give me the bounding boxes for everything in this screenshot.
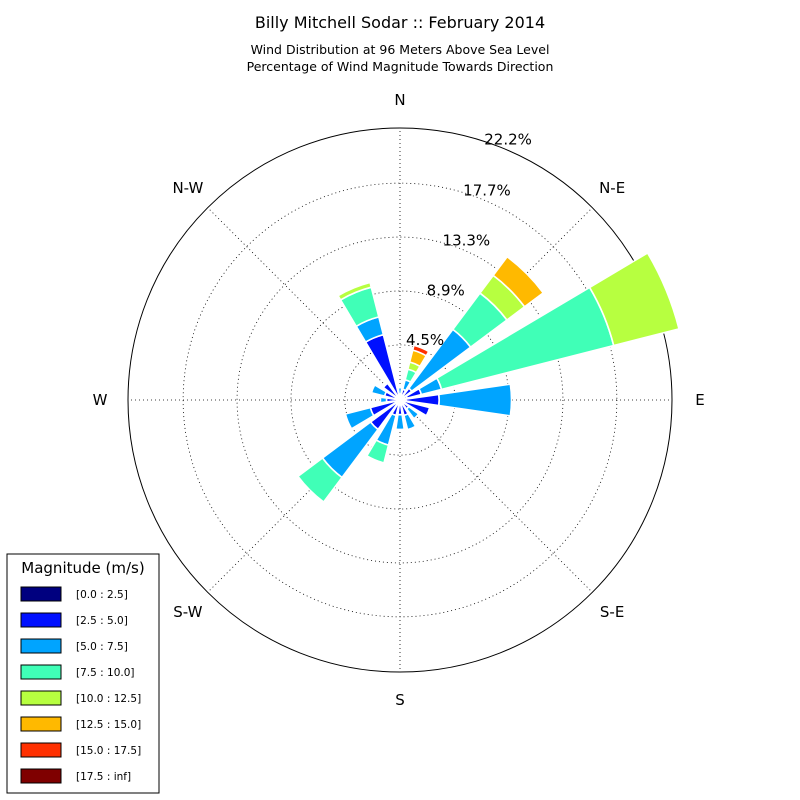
- wind-bar: [405, 405, 420, 420]
- legend-swatch: [20, 768, 62, 784]
- legend: Magnitude (m/s) [0.0 : 2.5] [2.5 : 5.0] [5…: [6, 553, 160, 794]
- chart-title: Billy Mitchell Sodar :: February 2014: [255, 13, 545, 32]
- legend-swatch: [20, 690, 62, 706]
- chart-subtitle-line-1: Wind Distribution at 96 Meters Above Sea…: [251, 42, 550, 57]
- radial-tick-label: 17.7%: [463, 182, 511, 200]
- wind-bar: [402, 412, 417, 431]
- legend-title: Magnitude (m/s): [21, 559, 144, 577]
- wind-bar: [379, 396, 388, 404]
- radial-tick-label: 8.9%: [427, 281, 465, 299]
- radial-tick-label: 22.2%: [484, 131, 532, 149]
- polar-labels: N N-E E S-E S S-W W N-W 4.5% 8.9% 13.3% 17.7% 22.2%: [93, 91, 705, 709]
- wind-bar: [403, 400, 431, 417]
- grid-circle: [236, 236, 564, 564]
- wind-bar: [365, 438, 390, 464]
- wind-bar: [411, 344, 430, 357]
- chart-subtitle-line-2: Percentage of Wind Magnitude Towards Dir…: [247, 59, 554, 74]
- legend-swatch: [20, 742, 62, 758]
- radial-tick-label: 13.3%: [443, 231, 491, 249]
- legend-label: [10.0 : 12.5]: [76, 693, 141, 705]
- direction-label: E: [695, 391, 704, 409]
- legend-label: [7.5 : 10.0]: [76, 667, 134, 679]
- legend-label: [17.5 : inf]: [76, 771, 131, 783]
- legend-label: [2.5 : 5.0]: [76, 615, 128, 627]
- grid-spoke: [207, 399, 401, 593]
- legend-swatch: [20, 638, 62, 654]
- polar-boundary: [127, 127, 673, 673]
- wind-bars: [296, 251, 680, 504]
- legend-swatch: [20, 664, 62, 680]
- direction-label: W: [93, 391, 108, 409]
- legend-items: [0.0 : 2.5] [2.5 : 5.0] [5.0 : 7.5] [7.5 : …: [20, 586, 141, 784]
- grid-spoke: [207, 207, 401, 401]
- direction-label: N: [394, 91, 405, 109]
- wind-bar: [336, 281, 373, 302]
- legend-label: [12.5 : 15.0]: [76, 719, 141, 731]
- wind-bar: [492, 255, 545, 308]
- legend-label: [0.0 : 2.5]: [76, 589, 128, 601]
- wind-bar: [394, 413, 406, 431]
- legend-label: [5.0 : 7.5]: [76, 641, 128, 653]
- direction-label: S-E: [600, 603, 624, 621]
- wind-bar: [382, 382, 399, 399]
- wind-bar: [588, 251, 680, 347]
- legend-label: [15.0 : 17.5]: [76, 745, 141, 757]
- grid-spoke: [399, 399, 593, 593]
- direction-label: S-W: [173, 603, 202, 621]
- wind-bar: [437, 383, 513, 417]
- direction-label: S: [395, 691, 405, 709]
- direction-label: N-W: [172, 179, 203, 197]
- legend-swatch: [20, 716, 62, 732]
- radial-tick-label: 4.5%: [406, 331, 444, 349]
- legend-swatch: [20, 612, 62, 628]
- wind-bar: [397, 386, 403, 395]
- wind-bar: [370, 383, 388, 398]
- direction-label: N-E: [599, 179, 625, 197]
- legend-swatch: [20, 586, 62, 602]
- wind-bar: [344, 406, 375, 430]
- wind-bar: [296, 456, 344, 504]
